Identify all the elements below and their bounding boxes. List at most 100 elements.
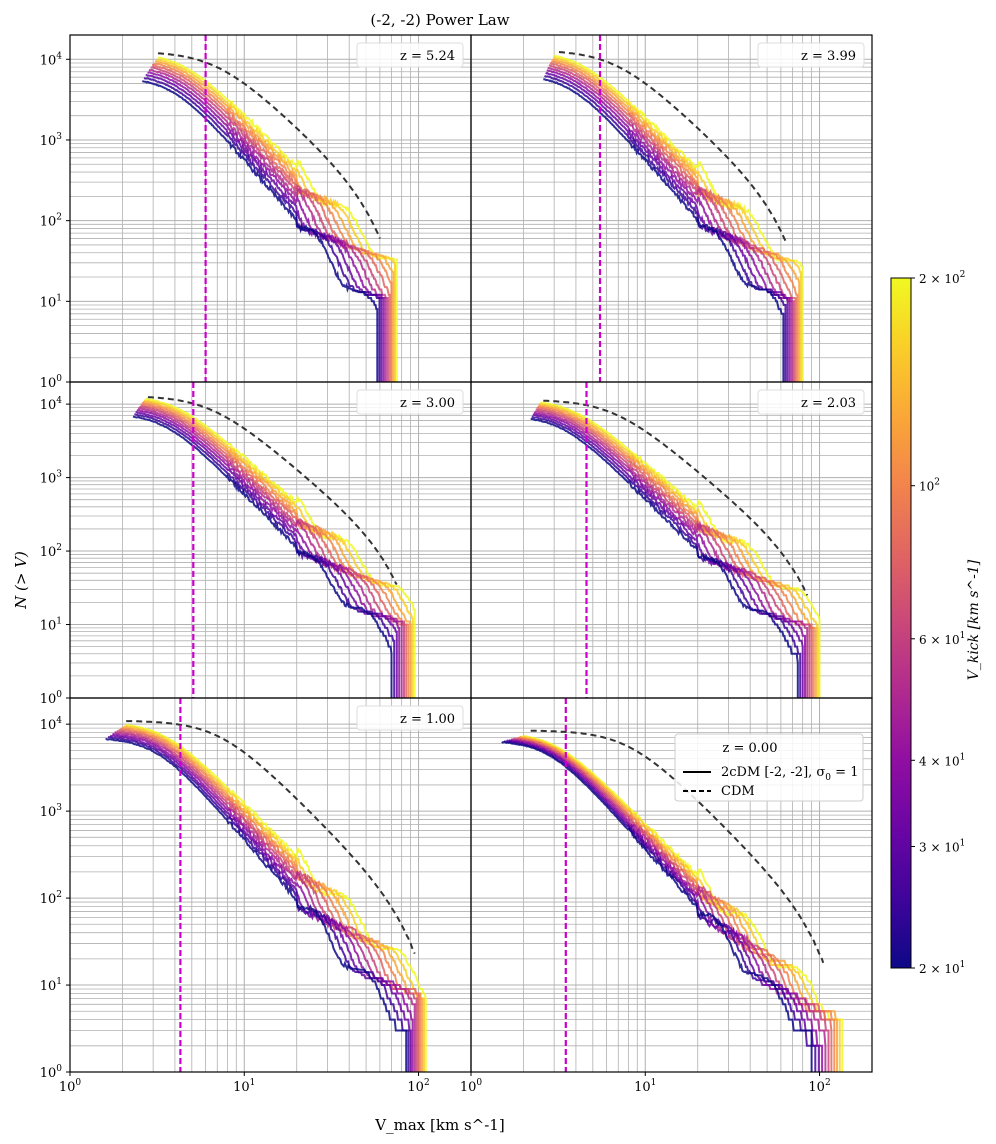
y-tick-label: 103	[40, 470, 63, 487]
curve-vkick-26	[503, 740, 817, 1072]
curve-vkick-50	[137, 407, 403, 698]
colorbar-tick-label: 4 × 101	[919, 752, 965, 768]
y-tick-label: 103	[40, 803, 63, 820]
z-label: z = 5.24	[400, 49, 455, 64]
y-tick-exp: 1	[56, 293, 62, 303]
y-tick-label: 101	[40, 617, 62, 634]
y-tick-exp: 4	[56, 396, 62, 406]
z-label: z = 0.00	[723, 741, 778, 756]
curve-vkick-63	[535, 408, 811, 698]
curve-vkick-40	[147, 71, 385, 382]
y-axis-label: N (> V)	[12, 551, 30, 610]
y-tick-exp: 0	[56, 374, 62, 384]
curve-vkick-160	[124, 724, 425, 1072]
curve-vkick-32	[109, 734, 412, 1072]
figure-title: (-2, -2) Power Law	[370, 11, 509, 29]
panel-z-1: z = 3.99	[470, 34, 873, 383]
y-tick-label: 104	[40, 716, 63, 733]
z-label-box	[757, 42, 865, 68]
y-tick-exp: 4	[56, 716, 62, 726]
x-tick-exp: 2	[825, 1078, 831, 1088]
curve-vkick-50	[534, 410, 809, 698]
y-tick-label: 101	[40, 293, 62, 310]
series-2cdm	[132, 397, 416, 698]
z-label-box	[356, 705, 464, 731]
y-tick-label: 104	[40, 51, 63, 68]
x-tick-label: 100	[460, 1078, 483, 1095]
x-tick-label: 102	[808, 1078, 830, 1095]
curve-vkick-32	[506, 739, 820, 1072]
curve-vkick-63	[139, 405, 405, 698]
curve-vkick-100	[537, 405, 815, 698]
curve-vkick-100	[550, 60, 799, 382]
curve-vkick-26	[107, 736, 410, 1072]
x-tick-label: 102	[407, 1078, 429, 1095]
curve-vkick-80	[151, 63, 391, 382]
colorbar-tick-label: 2 × 101	[919, 960, 965, 976]
colorbar-gradient	[890, 277, 912, 969]
curve-vkick-26	[134, 413, 396, 698]
grid	[70, 382, 471, 698]
panel-z-5: 100 101 102 z = 0.00 2cDM [-2, -2], σ0 = 1CD…	[460, 697, 873, 1095]
x-tick-label: 101	[634, 1078, 656, 1095]
y-tick-exp: 4	[56, 51, 62, 61]
z-label: z = 3.99	[801, 49, 856, 64]
y-tick-label: 102	[40, 213, 62, 230]
y-tick-exp: 1	[56, 617, 62, 627]
x-axis-title: V_max [km s^-1]	[374, 1116, 504, 1134]
legend-dashed-label: CDM	[721, 784, 755, 799]
series-2cdm	[543, 54, 804, 382]
series-2cdm	[141, 56, 398, 382]
series-cdm	[157, 52, 381, 239]
curve-vkick-26	[143, 77, 381, 382]
curve-vkick-200	[157, 56, 398, 382]
curve-vkick-200	[553, 54, 804, 382]
curve-vkick-20	[132, 415, 393, 698]
curve-vkick-50	[148, 68, 387, 382]
y-tick-exp: 3	[56, 132, 62, 142]
curve-vkick-32	[145, 74, 383, 382]
curve-vkick-160	[553, 56, 802, 382]
series-2cdm	[501, 734, 844, 1072]
colorbar-tick-label: 3 × 101	[919, 838, 965, 854]
curve-vkick-50	[114, 731, 416, 1072]
grid	[70, 35, 471, 382]
y-tick-label: 100	[40, 374, 63, 391]
curve-vkick-40	[508, 739, 824, 1072]
curve-vkick-63	[548, 64, 795, 382]
y-tick-exp: 2	[56, 890, 62, 900]
curve-vkick-100	[153, 62, 393, 382]
z-label: z = 2.03	[801, 396, 856, 411]
z-label: z = 1.00	[400, 712, 455, 727]
curve-vkick-40	[533, 411, 806, 698]
z-label-box	[757, 389, 865, 415]
curve-vkick-63	[116, 730, 418, 1072]
x-axis-label: V_max [km s^-1]	[374, 1116, 504, 1134]
y-tick-label: 104	[40, 396, 63, 413]
y-tick-exp: 3	[56, 470, 62, 480]
curve-vkick-50	[547, 66, 793, 382]
series-2cdm	[105, 723, 427, 1072]
colorbar-label: V_kick [km s^-1]	[966, 559, 982, 680]
y-tick-label: 103	[40, 132, 63, 149]
curve-vkick-32	[545, 71, 789, 382]
curve-vkick-40	[112, 732, 414, 1072]
x-tick-label: 100	[59, 1078, 82, 1095]
curve-vkick-26	[544, 75, 787, 382]
x-tick-label: 101	[233, 1078, 255, 1095]
grid	[471, 35, 872, 382]
y-axis-title: N (> V)	[12, 551, 30, 610]
z-label: z = 3.00	[400, 396, 455, 411]
curve-vkick-32	[532, 413, 804, 698]
legend-solid-label: 2cDM [-2, -2], σ0 = 1	[721, 765, 858, 783]
z-label-box	[356, 42, 464, 68]
x-tick-exp: 0	[476, 1078, 482, 1088]
curve-vkick-126	[519, 735, 838, 1072]
curve-vkick-80	[140, 404, 408, 698]
x-tick-exp: 0	[75, 1078, 81, 1088]
curve-vkick-40	[136, 409, 401, 698]
